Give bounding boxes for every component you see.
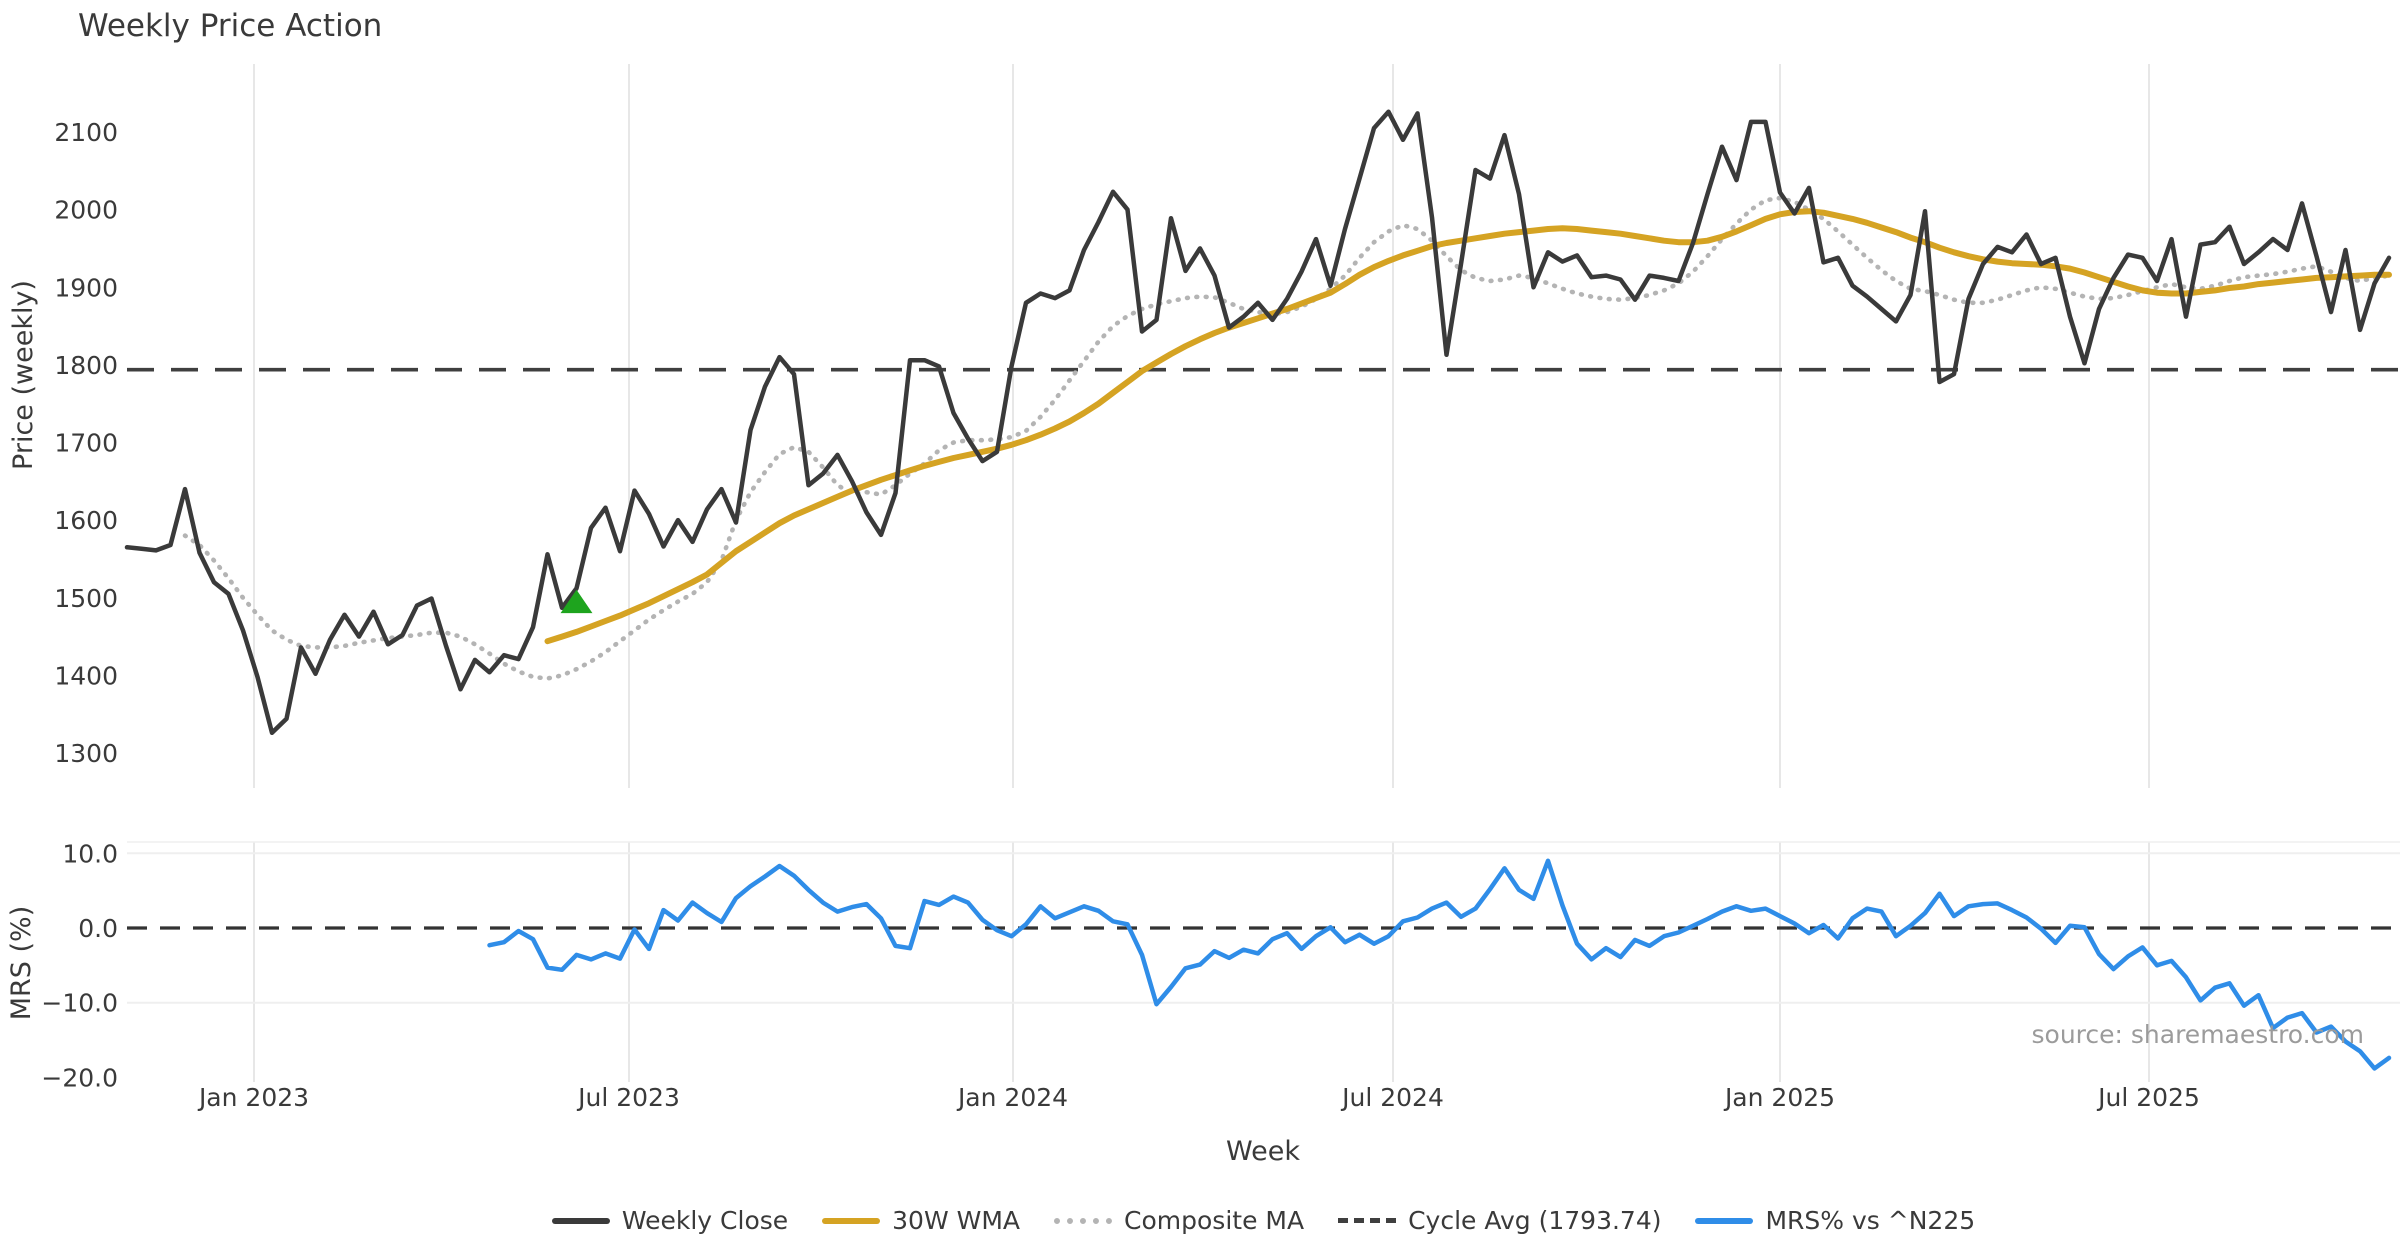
legend-label: Cycle Avg (1793.74) bbox=[1408, 1206, 1662, 1235]
wma-line-swatch bbox=[822, 1217, 881, 1224]
x-tick-label: Jan 2025 bbox=[1723, 1083, 1835, 1112]
mrs-line-swatch bbox=[1695, 1217, 1754, 1224]
mrs-tick-label: 0.0 bbox=[78, 914, 118, 943]
composite-ma-line-swatch bbox=[1054, 1217, 1113, 1224]
legend-label: 30W WMA bbox=[892, 1206, 1021, 1235]
legend-label: MRS% vs ^N225 bbox=[1765, 1206, 1976, 1235]
x-tick-label: Jul 2025 bbox=[2096, 1083, 2200, 1112]
price-tick-label: 1400 bbox=[54, 661, 118, 690]
cycle-avg-line-swatch bbox=[1338, 1218, 1397, 1223]
x-tick-label: Jul 2023 bbox=[576, 1083, 680, 1112]
legend-label: Composite MA bbox=[1124, 1206, 1305, 1235]
weekly-close-line bbox=[124, 109, 2392, 736]
source-credit: source: sharemaestro.com bbox=[2031, 1020, 2365, 1049]
legend-item-composite-ma: Composite MA bbox=[1054, 1206, 1304, 1235]
price-tick-label: 1300 bbox=[54, 739, 118, 768]
price-tick-label: 1900 bbox=[54, 273, 118, 302]
price-axis-label: Price (weekly) bbox=[8, 280, 39, 470]
x-tick-label: Jan 2024 bbox=[956, 1083, 1068, 1112]
price-tick-label: 2000 bbox=[54, 196, 118, 225]
price-tick-label: 1600 bbox=[54, 506, 118, 535]
weekly-close-line-swatch bbox=[551, 1217, 610, 1224]
price-tick-label: 1800 bbox=[54, 351, 118, 380]
price-tick-label: 2100 bbox=[54, 118, 118, 147]
mrs-tick-label: −20.0 bbox=[41, 1063, 118, 1092]
legend-item-30w-wma: 30W WMA bbox=[822, 1206, 1020, 1235]
price-tick-label: 1500 bbox=[54, 584, 118, 613]
legend-label: Weekly Close bbox=[621, 1206, 789, 1235]
chart-title: Weekly Price Action bbox=[78, 8, 383, 44]
price-tick-label: 1700 bbox=[54, 429, 118, 458]
chart-legend: Weekly Close 30W WMA Composite MA Cycle … bbox=[127, 1206, 2400, 1235]
legend-item-weekly-close: Weekly Close bbox=[551, 1206, 789, 1235]
mrs-tick-label: −10.0 bbox=[41, 989, 118, 1018]
mrs-axis-label: MRS (%) bbox=[6, 906, 37, 1021]
x-tick-label: Jul 2024 bbox=[1340, 1083, 1444, 1112]
mrs-line bbox=[487, 858, 2392, 1071]
week-axis-label: Week bbox=[1226, 1136, 1300, 1167]
buy-signal-triangle-marker bbox=[560, 589, 593, 614]
x-tick-label: Jan 2023 bbox=[197, 1083, 309, 1112]
legend-item-cycle-avg: Cycle Avg (1793.74) bbox=[1338, 1206, 1661, 1235]
legend-item-mrs: MRS% vs ^N225 bbox=[1695, 1206, 1975, 1235]
mrs-tick-label: 10.0 bbox=[62, 839, 118, 868]
